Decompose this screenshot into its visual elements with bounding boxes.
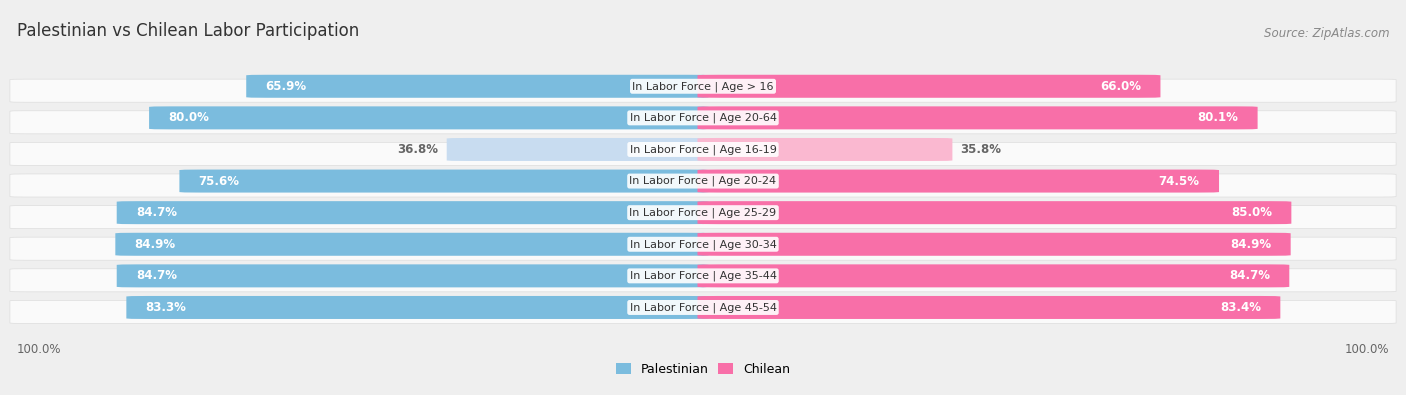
FancyBboxPatch shape <box>10 142 1396 166</box>
FancyBboxPatch shape <box>697 264 1289 288</box>
Legend: Palestinian, Chilean: Palestinian, Chilean <box>610 358 796 381</box>
Text: 74.5%: 74.5% <box>1159 175 1199 188</box>
FancyBboxPatch shape <box>697 201 1291 224</box>
Text: 84.7%: 84.7% <box>136 206 177 219</box>
Text: 84.7%: 84.7% <box>136 269 177 282</box>
FancyBboxPatch shape <box>697 106 1257 130</box>
FancyBboxPatch shape <box>697 169 1219 193</box>
Text: 84.9%: 84.9% <box>1230 238 1271 251</box>
FancyBboxPatch shape <box>697 75 1160 98</box>
FancyBboxPatch shape <box>447 138 709 161</box>
Text: 83.3%: 83.3% <box>146 301 187 314</box>
Text: 83.4%: 83.4% <box>1220 301 1261 314</box>
FancyBboxPatch shape <box>180 169 709 193</box>
Text: 80.1%: 80.1% <box>1198 111 1239 124</box>
Text: 35.8%: 35.8% <box>960 143 1001 156</box>
FancyBboxPatch shape <box>117 264 709 288</box>
FancyBboxPatch shape <box>697 138 952 161</box>
Text: In Labor Force | Age 20-64: In Labor Force | Age 20-64 <box>630 113 776 123</box>
FancyBboxPatch shape <box>10 269 1396 292</box>
Text: In Labor Force | Age 25-29: In Labor Force | Age 25-29 <box>630 207 776 218</box>
FancyBboxPatch shape <box>246 75 709 98</box>
Text: 84.7%: 84.7% <box>1229 269 1270 282</box>
Text: In Labor Force | Age 20-24: In Labor Force | Age 20-24 <box>630 176 776 186</box>
Text: In Labor Force | Age 30-34: In Labor Force | Age 30-34 <box>630 239 776 250</box>
FancyBboxPatch shape <box>115 233 709 256</box>
Text: In Labor Force | Age 45-54: In Labor Force | Age 45-54 <box>630 302 776 313</box>
FancyBboxPatch shape <box>149 106 709 130</box>
FancyBboxPatch shape <box>10 174 1396 197</box>
FancyBboxPatch shape <box>127 296 709 319</box>
Text: In Labor Force | Age > 16: In Labor Force | Age > 16 <box>633 81 773 92</box>
Text: 66.0%: 66.0% <box>1099 80 1142 93</box>
FancyBboxPatch shape <box>10 111 1396 134</box>
Text: In Labor Force | Age 35-44: In Labor Force | Age 35-44 <box>630 271 776 281</box>
Text: Palestinian vs Chilean Labor Participation: Palestinian vs Chilean Labor Participati… <box>17 21 359 40</box>
FancyBboxPatch shape <box>697 233 1291 256</box>
FancyBboxPatch shape <box>10 300 1396 324</box>
Text: 84.9%: 84.9% <box>135 238 176 251</box>
FancyBboxPatch shape <box>117 201 709 224</box>
FancyBboxPatch shape <box>10 205 1396 229</box>
FancyBboxPatch shape <box>697 296 1281 319</box>
Text: 65.9%: 65.9% <box>266 80 307 93</box>
Text: 100.0%: 100.0% <box>1344 343 1389 356</box>
FancyBboxPatch shape <box>10 79 1396 102</box>
Text: 80.0%: 80.0% <box>169 111 209 124</box>
Text: 36.8%: 36.8% <box>398 143 439 156</box>
Text: Source: ZipAtlas.com: Source: ZipAtlas.com <box>1264 26 1389 40</box>
Text: 75.6%: 75.6% <box>198 175 239 188</box>
Text: In Labor Force | Age 16-19: In Labor Force | Age 16-19 <box>630 144 776 155</box>
FancyBboxPatch shape <box>10 237 1396 260</box>
Text: 85.0%: 85.0% <box>1232 206 1272 219</box>
Text: 100.0%: 100.0% <box>17 343 62 356</box>
